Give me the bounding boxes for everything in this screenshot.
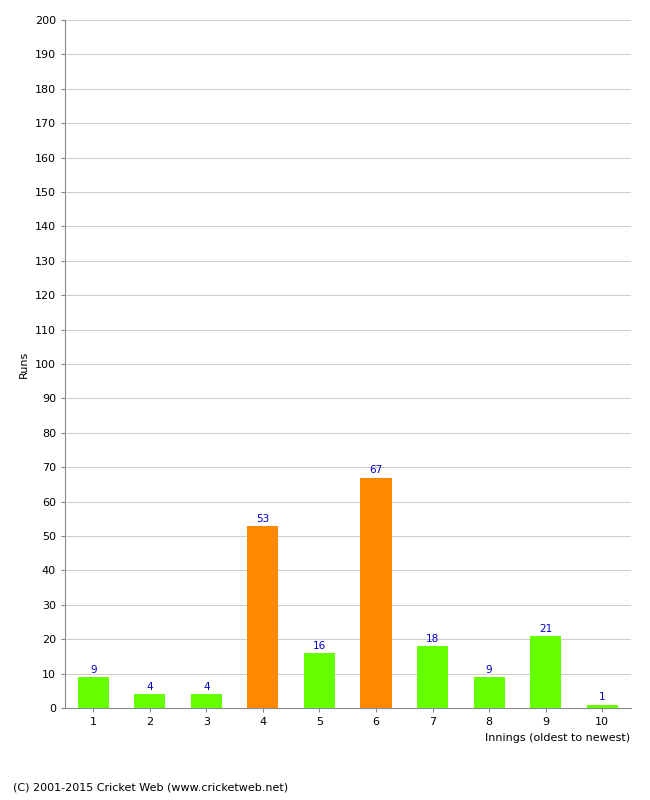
Bar bbox=[587, 705, 618, 708]
X-axis label: Innings (oldest to newest): Innings (oldest to newest) bbox=[486, 733, 630, 742]
Bar bbox=[417, 646, 448, 708]
Text: (C) 2001-2015 Cricket Web (www.cricketweb.net): (C) 2001-2015 Cricket Web (www.cricketwe… bbox=[13, 782, 288, 792]
Text: 4: 4 bbox=[203, 682, 210, 692]
Text: 53: 53 bbox=[256, 514, 270, 524]
Text: 21: 21 bbox=[539, 624, 552, 634]
Text: 9: 9 bbox=[486, 665, 493, 675]
Text: 67: 67 bbox=[369, 466, 383, 475]
Bar bbox=[78, 677, 109, 708]
Bar bbox=[474, 677, 504, 708]
Bar bbox=[361, 478, 391, 708]
Text: 16: 16 bbox=[313, 641, 326, 651]
Bar bbox=[248, 526, 278, 708]
Text: 9: 9 bbox=[90, 665, 97, 675]
Bar bbox=[304, 653, 335, 708]
Bar bbox=[191, 694, 222, 708]
Text: 18: 18 bbox=[426, 634, 439, 644]
Text: 1: 1 bbox=[599, 693, 606, 702]
Y-axis label: Runs: Runs bbox=[20, 350, 29, 378]
Text: 4: 4 bbox=[146, 682, 153, 692]
Bar bbox=[135, 694, 165, 708]
Bar bbox=[530, 636, 561, 708]
